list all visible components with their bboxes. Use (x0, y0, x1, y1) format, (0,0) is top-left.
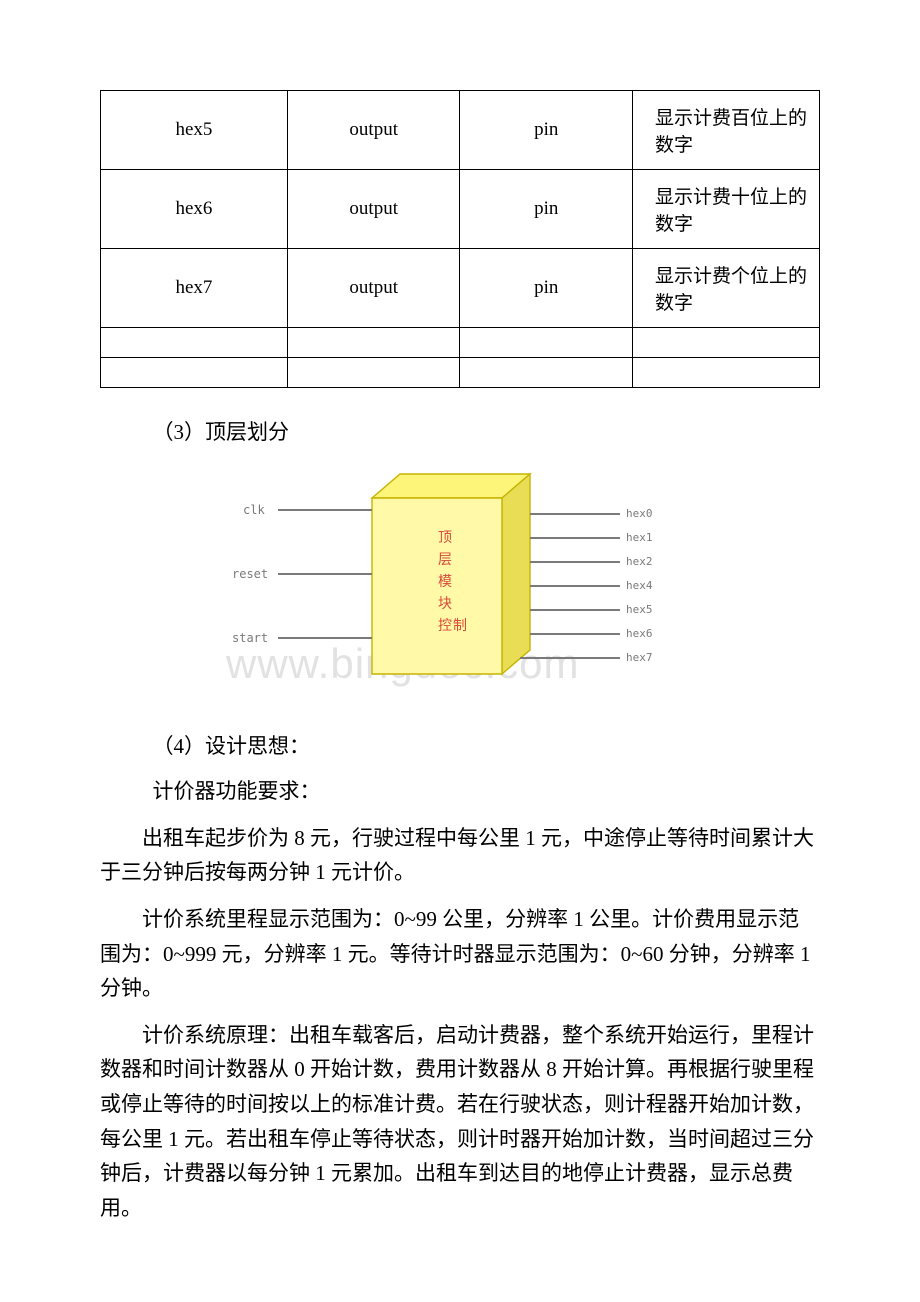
io-table: hex5 output pin 显示计费百位上的数字 hex6 output p… (100, 90, 820, 388)
paragraph: 出租车起步价为 8 元，行驶过程中每公里 1 元，中途停止等待时间累计大于三分钟… (100, 821, 820, 890)
cell-name: hex7 (101, 249, 288, 328)
output-label: hex4 (626, 579, 653, 592)
sub-heading-req: 计价器功能要求： (100, 774, 820, 809)
cell-dir: output (287, 249, 460, 328)
block-char: 模 (438, 574, 452, 590)
output-label: hex2 (626, 555, 653, 568)
block-char: 制 (453, 618, 467, 634)
table-row: hex5 output pin 显示计费百位上的数字 (101, 91, 820, 170)
table-row-empty (101, 358, 820, 388)
table-row-empty (101, 328, 820, 358)
cell-desc: 显示计费个位上的数字 (633, 249, 820, 328)
output-label: hex7 (626, 651, 653, 664)
block-char: 顶 (438, 531, 452, 546)
output-label: hex5 (626, 603, 653, 616)
cell-type: pin (460, 249, 633, 328)
paragraph: 计价系统原理：出租车载客后，启动计费器，整个系统开始运行，里程计数器和时间计数器… (100, 1018, 820, 1226)
input-label: start (232, 631, 268, 645)
table-row: hex7 output pin 显示计费个位上的数字 (101, 249, 820, 328)
block-char: 控 (438, 618, 452, 634)
block-char: 块 (438, 596, 452, 612)
cell-name: hex6 (101, 170, 288, 249)
output-label: hex1 (626, 531, 653, 544)
cell-dir: output (287, 170, 460, 249)
cell-type: pin (460, 170, 633, 249)
table-row: hex6 output pin 显示计费十位上的数字 (101, 170, 820, 249)
heading-4: （4）设计思想： (100, 730, 820, 760)
cell-type: pin (460, 91, 633, 170)
input-label: reset (232, 567, 268, 581)
output-label: hex0 (626, 507, 653, 520)
output-label: hex6 (626, 627, 653, 640)
block-char: 层 (438, 553, 452, 568)
cell-desc: 显示计费百位上的数字 (633, 91, 820, 170)
diagram-svg: 顶 层 模 块 控 制 clk reset start hex0 hex1 he… (220, 464, 700, 694)
input-label: clk (243, 503, 265, 517)
cell-desc: 显示计费十位上的数字 (633, 170, 820, 249)
cell-name: hex5 (101, 91, 288, 170)
cell-dir: output (287, 91, 460, 170)
heading-3: （3）顶层划分 (100, 416, 820, 446)
block-diagram: www.bingdoc.com 顶 层 模 块 控 制 clk reset st… (100, 464, 820, 694)
paragraph: 计价系统里程显示范围为：0~99 公里，分辨率 1 公里。计价费用显示范围为：0… (100, 902, 820, 1006)
